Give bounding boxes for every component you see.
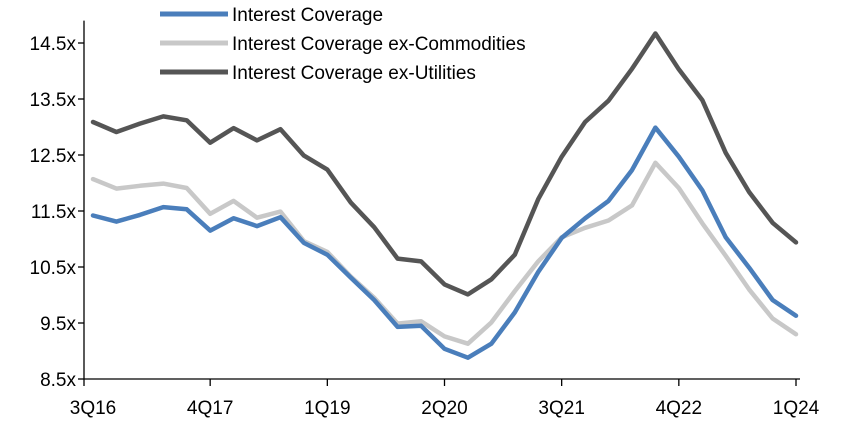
series-line-interest-coverage-ex-commodities <box>90 160 799 346</box>
legend-label-ex-commodities: Interest Coverage ex-Commodities <box>232 34 526 55</box>
x-tick-label: 3Q21 <box>538 398 584 419</box>
x-tick-label: 4Q17 <box>187 398 233 419</box>
x-tick-label: 2Q20 <box>421 398 467 419</box>
x-tick-label: 4Q22 <box>656 398 702 419</box>
y-tick-label: 9.5x <box>40 314 76 335</box>
y-tick-label: 8.5x <box>40 370 76 391</box>
x-tick-label: 3Q16 <box>70 398 116 419</box>
x-tick-label: 1Q19 <box>304 398 350 419</box>
legend-label-ex-utilities: Interest Coverage ex-Utilities <box>232 63 476 84</box>
legend-label-interest-coverage: Interest Coverage <box>232 5 383 26</box>
y-tick-label: 13.5x <box>30 90 77 111</box>
series-lines <box>90 31 799 360</box>
axes: 8.5x 9.5x 10.5x 11.5x 12.5x 13.5x 14.5x 3Q16 4Q1… <box>30 20 820 419</box>
y-tick-label: 12.5x <box>30 146 77 167</box>
y-tick-label: 11.5x <box>31 202 77 223</box>
x-tick-label: 1Q24 <box>773 398 820 419</box>
legend: Interest Coverage Interest Coverage ex-C… <box>160 5 526 84</box>
y-tick-label: 14.5x <box>30 34 77 55</box>
series-line-interest-coverage-ex-utilities <box>90 31 799 297</box>
y-tick-label: 10.5x <box>30 258 77 279</box>
series-line-interest-coverage <box>90 125 799 360</box>
